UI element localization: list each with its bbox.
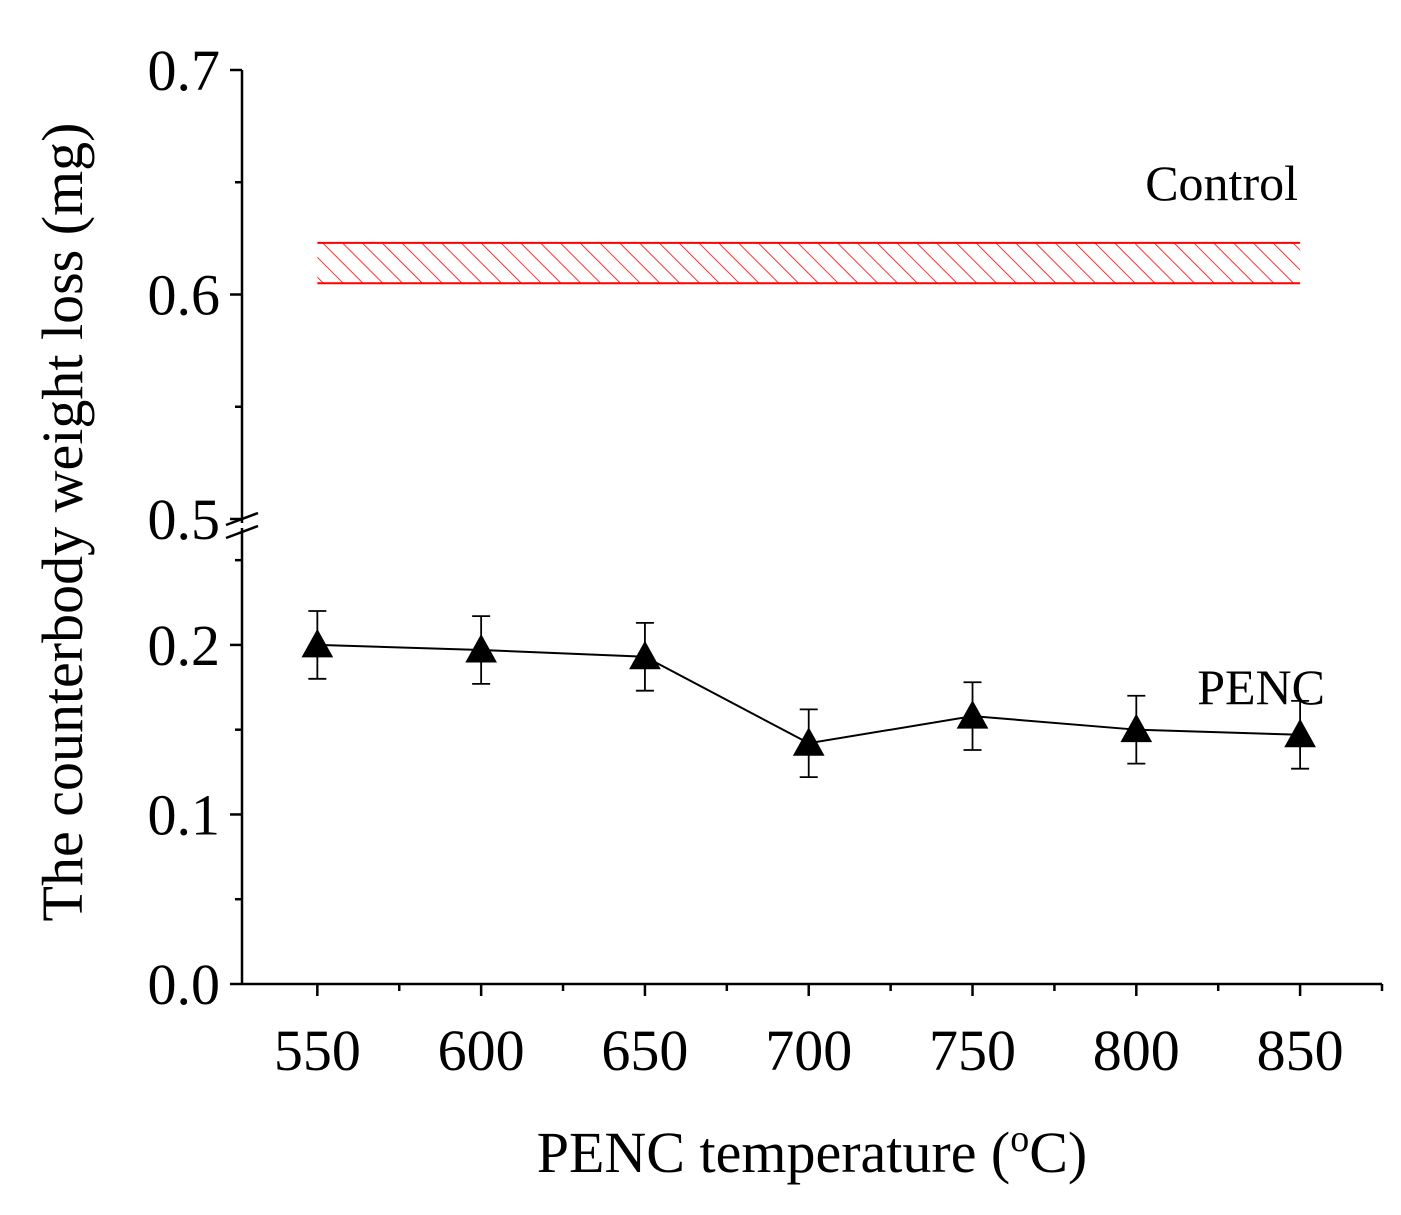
x-tick-label: 800 [1093,1018,1180,1083]
x-tick-label: 750 [929,1018,1016,1083]
y-tick-label: 0.1 [148,782,221,847]
x-axis-title: PENC temperature (oC) [537,1118,1088,1185]
x-axis-title-tail: C) [1029,1120,1087,1185]
data-point-triangle [1284,718,1316,748]
penc-label: PENC [1197,659,1325,715]
x-tick-label: 850 [1257,1018,1344,1083]
x-tick-label: 700 [765,1018,852,1083]
data-point-triangle [301,628,334,658]
data-point-triangle [629,640,661,670]
data-point-triangle [1120,713,1153,743]
data-point-triangle [792,727,825,756]
x-tick-label: 650 [601,1018,688,1083]
y-tick-label: 0.0 [148,952,221,1017]
plot-area [301,241,1316,779]
data-point-triangle [465,633,497,663]
x-axis-title-main: PENC temperature ( [537,1120,1011,1185]
control-band [317,242,1301,284]
axes: 0.5 0.6 0.7 0.0 0.1 0.2 550 600 650 700 750 800 850 [148,38,1384,1083]
x-axis-title-sup: o [1010,1118,1029,1160]
control-label: Control [1145,155,1298,211]
data-point-triangle [956,700,989,729]
y-axis-title: The counterbody weight loss (mg) [30,123,95,922]
x-tick-label: 600 [438,1018,525,1083]
axis-break-mark [225,524,259,540]
y-tick-label: 0.5 [148,487,221,552]
y-tick-label: 0.6 [148,263,221,328]
x-tick-label: 550 [274,1018,361,1083]
y-tick-label: 0.2 [148,613,221,678]
y-tick-label: 0.7 [148,38,221,103]
